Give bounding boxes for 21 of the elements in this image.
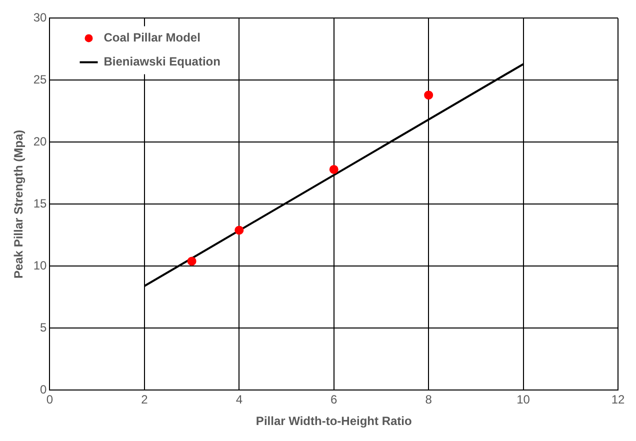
legend-label: Bieniawski Equation bbox=[104, 54, 220, 69]
point bbox=[187, 256, 196, 266]
x-tick-label: 8 bbox=[425, 392, 432, 407]
point bbox=[424, 90, 434, 100]
point bbox=[234, 226, 244, 235]
x-tick-label: 6 bbox=[330, 392, 338, 407]
point bbox=[329, 164, 338, 174]
x-tick-label: 2 bbox=[141, 392, 148, 407]
y-tick-label: 0 bbox=[40, 382, 48, 397]
y-tick-label: 20 bbox=[33, 134, 48, 149]
y-axis-title: Peak Pillar Strength (Mpa) bbox=[12, 130, 26, 279]
x-tick-label: 4 bbox=[236, 392, 243, 407]
x-tick-label: 12 bbox=[611, 392, 625, 407]
y-tick-label: 25 bbox=[33, 72, 48, 87]
x-tick-label: 10 bbox=[516, 392, 530, 407]
y-tick-label: 10 bbox=[33, 258, 48, 273]
y-tick-label: 30 bbox=[33, 10, 48, 25]
x-axis-title: Pillar Width-to-Height Ratio bbox=[256, 414, 412, 428]
y-tick-label: 15 bbox=[33, 196, 48, 211]
legend-label: Coal Pillar Model bbox=[104, 30, 200, 45]
y-tick-label: 5 bbox=[40, 320, 48, 335]
